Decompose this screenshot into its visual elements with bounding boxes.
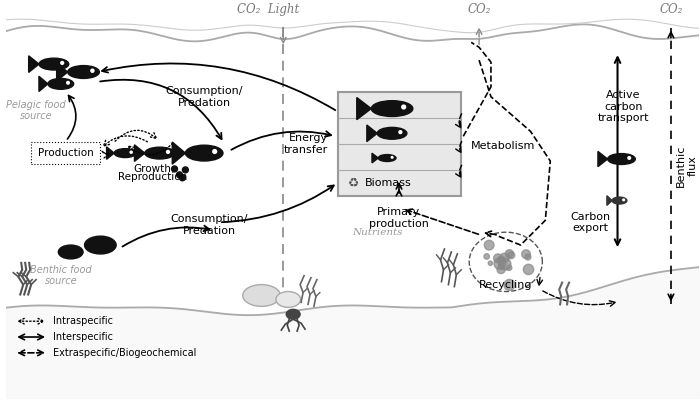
Ellipse shape xyxy=(48,78,74,89)
Text: Reproduction: Reproduction xyxy=(118,172,188,182)
Ellipse shape xyxy=(145,147,174,159)
Text: Nutrients: Nutrients xyxy=(352,228,402,237)
Circle shape xyxy=(179,175,186,181)
Text: Carbon
export: Carbon export xyxy=(570,212,611,233)
Circle shape xyxy=(499,258,511,270)
Text: Recycling: Recycling xyxy=(479,280,533,290)
Circle shape xyxy=(488,261,493,266)
Text: Biomass: Biomass xyxy=(365,178,412,188)
Ellipse shape xyxy=(377,127,407,139)
Circle shape xyxy=(524,264,533,274)
Text: Active
carbon
transport: Active carbon transport xyxy=(598,90,649,123)
Text: Intraspecific: Intraspecific xyxy=(53,316,113,326)
Bar xyxy=(31,142,100,164)
Bar xyxy=(337,92,461,196)
Circle shape xyxy=(623,199,624,201)
Text: Growth: Growth xyxy=(134,164,172,174)
Ellipse shape xyxy=(371,101,413,116)
Circle shape xyxy=(525,254,531,260)
Circle shape xyxy=(167,150,169,153)
Circle shape xyxy=(484,240,494,250)
Circle shape xyxy=(484,254,489,259)
Ellipse shape xyxy=(286,309,300,319)
Polygon shape xyxy=(367,125,377,142)
Text: Benthic food
source: Benthic food source xyxy=(30,265,92,286)
Ellipse shape xyxy=(85,236,116,254)
Circle shape xyxy=(494,258,505,270)
Ellipse shape xyxy=(114,149,136,158)
Circle shape xyxy=(183,167,188,173)
Circle shape xyxy=(498,262,504,268)
Text: Consumption/
Predation: Consumption/ Predation xyxy=(165,86,243,108)
Circle shape xyxy=(91,69,94,72)
Ellipse shape xyxy=(68,66,99,78)
Text: Benthic
flux: Benthic flux xyxy=(676,145,697,187)
Circle shape xyxy=(213,150,216,154)
Polygon shape xyxy=(134,145,145,161)
Text: Production: Production xyxy=(38,148,94,158)
Text: Primary
production: Primary production xyxy=(369,208,429,229)
Polygon shape xyxy=(607,196,612,206)
Circle shape xyxy=(505,250,514,258)
Text: ♻: ♻ xyxy=(348,176,359,189)
Text: Metabolism: Metabolism xyxy=(471,141,536,151)
Circle shape xyxy=(176,172,183,178)
Ellipse shape xyxy=(276,292,300,307)
Polygon shape xyxy=(57,63,68,81)
Ellipse shape xyxy=(378,154,396,162)
Ellipse shape xyxy=(243,285,280,306)
Ellipse shape xyxy=(608,154,636,164)
Polygon shape xyxy=(172,142,186,164)
Polygon shape xyxy=(598,152,608,167)
Circle shape xyxy=(500,253,509,262)
Circle shape xyxy=(499,263,503,268)
Circle shape xyxy=(498,256,505,264)
Polygon shape xyxy=(357,98,371,120)
Circle shape xyxy=(522,250,531,258)
Text: Consumption/
Predation: Consumption/ Predation xyxy=(170,214,248,236)
Text: Pelagic food
source: Pelagic food source xyxy=(6,100,66,121)
Ellipse shape xyxy=(612,197,627,204)
Circle shape xyxy=(130,151,132,153)
Circle shape xyxy=(504,280,515,290)
Circle shape xyxy=(628,157,631,159)
Circle shape xyxy=(508,252,514,259)
Polygon shape xyxy=(372,153,378,163)
Circle shape xyxy=(402,105,405,109)
Text: CO₂: CO₂ xyxy=(468,3,491,16)
Ellipse shape xyxy=(58,245,83,259)
Circle shape xyxy=(391,156,393,158)
Text: CO₂: CO₂ xyxy=(659,3,682,16)
Circle shape xyxy=(497,266,505,274)
Polygon shape xyxy=(106,147,114,159)
Polygon shape xyxy=(29,56,39,72)
Text: Energy
transfer: Energy transfer xyxy=(284,133,328,155)
Ellipse shape xyxy=(186,145,223,161)
Circle shape xyxy=(66,82,69,84)
Text: Extraspecific/Biogeochemical: Extraspecific/Biogeochemical xyxy=(53,348,196,358)
Circle shape xyxy=(61,62,64,64)
Text: CO₂  Light: CO₂ Light xyxy=(237,3,300,16)
Circle shape xyxy=(172,166,178,172)
Circle shape xyxy=(507,265,512,270)
Text: Interspecific: Interspecific xyxy=(53,332,113,342)
Ellipse shape xyxy=(39,58,69,70)
Circle shape xyxy=(494,254,503,263)
Polygon shape xyxy=(39,76,48,92)
Circle shape xyxy=(399,131,402,134)
